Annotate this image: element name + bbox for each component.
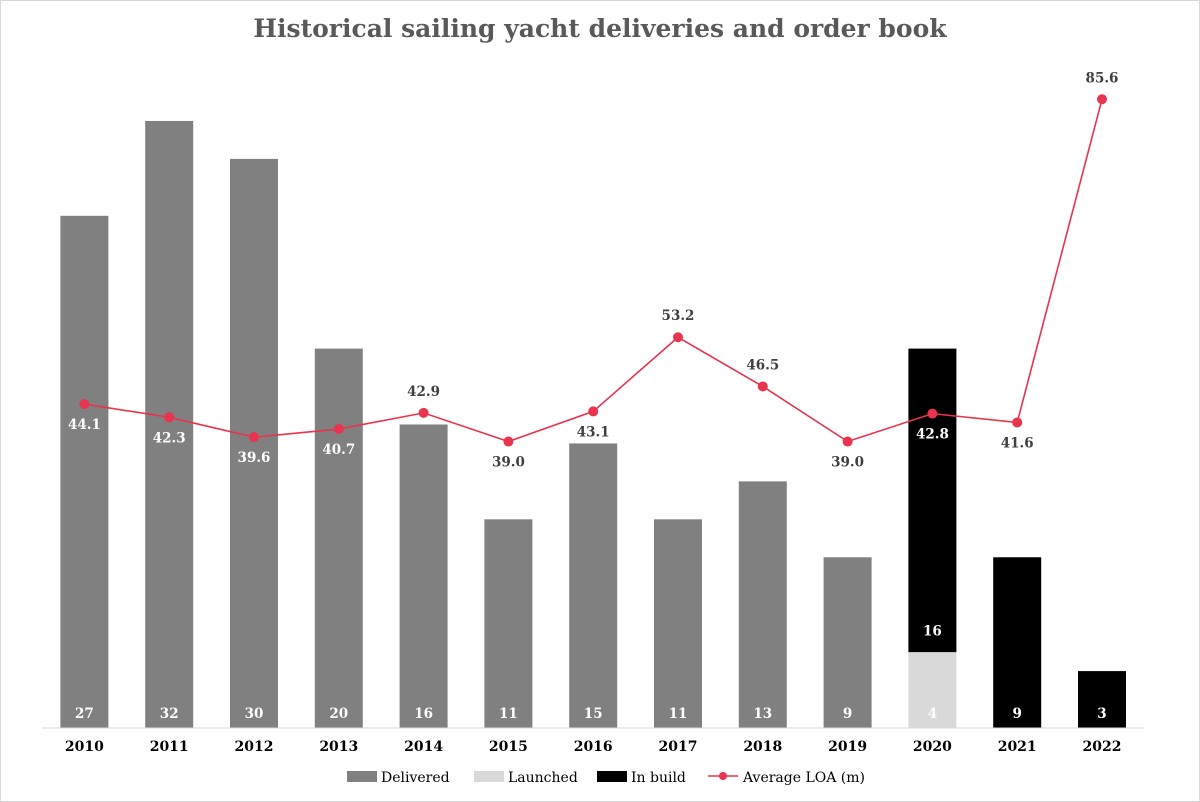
bar-label-2018-delivered: 13	[753, 706, 772, 722]
point-average-loa-2022	[1097, 94, 1107, 105]
x-tick-2010: 2010	[65, 739, 104, 755]
x-tick-2011: 2011	[150, 739, 189, 755]
bar-delivered-2011	[145, 120, 194, 728]
line-label-2020: 42.8	[916, 427, 949, 443]
bar-delivered-2012	[230, 158, 278, 728]
bar-label-2021-in-build: 9	[1012, 706, 1021, 722]
x-tick-2020: 2020	[913, 739, 952, 755]
bar-label-2010-delivered: 27	[75, 706, 94, 722]
line-label-2021: 41.6	[1001, 435, 1034, 451]
x-tick-2018: 2018	[743, 739, 782, 755]
bar-label-2014-delivered: 16	[414, 706, 433, 722]
bar-delivered-2014	[399, 424, 448, 728]
bar-delivered-2010	[60, 215, 109, 728]
legend-label-in-build: In build	[631, 770, 686, 786]
point-average-loa-2011	[164, 412, 175, 423]
bar-label-2020-launched: 4	[928, 706, 937, 722]
line-label-2019: 39.0	[831, 455, 864, 471]
x-tick-2016: 2016	[574, 739, 613, 755]
bar-delivered-2016	[569, 443, 618, 728]
line-label-2022: 85.6	[1086, 70, 1119, 86]
point-average-loa-2015	[503, 436, 514, 447]
legend-label-average-loa-m: Average LOA (m)	[742, 770, 865, 786]
bar-label-2020-in-build: 16	[923, 624, 942, 640]
x-tick-2012: 2012	[235, 739, 274, 755]
bar-delivered-2015	[484, 519, 533, 728]
x-tick-2015: 2015	[489, 739, 528, 755]
legend-label-launched: Launched	[508, 770, 578, 786]
x-tick-2014: 2014	[404, 739, 443, 755]
bar-delivered-2019	[823, 557, 872, 728]
line-label-2018: 46.5	[746, 357, 779, 373]
bar-label-2012-delivered: 30	[245, 706, 264, 722]
legend-swatch-delivered	[347, 771, 377, 782]
line-label-2010: 44.1	[68, 417, 101, 433]
point-average-loa-2020	[927, 408, 938, 419]
point-average-loa-2019	[842, 436, 853, 447]
legend-swatch-launched	[474, 771, 504, 782]
point-average-loa-2017	[673, 332, 683, 343]
point-average-loa-2014	[418, 407, 429, 418]
line-label-2016: 43.1	[577, 424, 610, 440]
line-label-2014: 42.9	[407, 384, 440, 400]
bar-in-build-2021	[993, 557, 1042, 728]
line-label-2017: 53.2	[662, 308, 695, 324]
bar-delivered-2018	[738, 481, 787, 728]
bar-in-build-2020	[908, 348, 957, 653]
bar-label-2017-delivered: 11	[669, 706, 688, 722]
x-tick-2017: 2017	[659, 739, 698, 755]
line-label-2012: 39.6	[238, 450, 271, 466]
point-average-loa-2010	[79, 399, 90, 410]
line-label-2013: 40.7	[322, 442, 355, 458]
line-label-2015: 39.0	[492, 455, 525, 471]
point-average-loa-2021	[1012, 417, 1023, 428]
bar-label-2019-delivered: 9	[843, 706, 852, 722]
x-tick-2013: 2013	[319, 739, 358, 755]
bar-in-build-2022	[1078, 671, 1126, 728]
bar-label-2013-delivered: 20	[329, 706, 348, 722]
bar-label-2011-delivered: 32	[160, 706, 179, 722]
point-average-loa-2013	[333, 424, 344, 435]
legend-label-delivered: Delivered	[381, 770, 450, 786]
x-tick-2019: 2019	[828, 739, 867, 755]
x-tick-2021: 2021	[998, 739, 1037, 755]
bar-delivered-2013	[314, 348, 363, 728]
point-average-loa-2012	[249, 432, 259, 443]
legend-swatch-marker-average-loa-m	[719, 772, 727, 780]
line-label-2011: 42.3	[153, 430, 186, 446]
point-average-loa-2016	[588, 406, 599, 417]
bar-launched-2020	[908, 652, 957, 728]
point-average-loa-2018	[757, 381, 768, 392]
bar-label-2016-delivered: 15	[584, 706, 603, 722]
chart-title: Historical sailing yacht deliveries and …	[253, 14, 947, 43]
legend-swatch-in-build	[597, 771, 627, 782]
bar-label-2015-delivered: 11	[499, 706, 518, 722]
bar-label-2022-in-build: 3	[1097, 706, 1106, 722]
bar-delivered-2017	[654, 519, 702, 728]
x-tick-2022: 2022	[1083, 739, 1122, 755]
